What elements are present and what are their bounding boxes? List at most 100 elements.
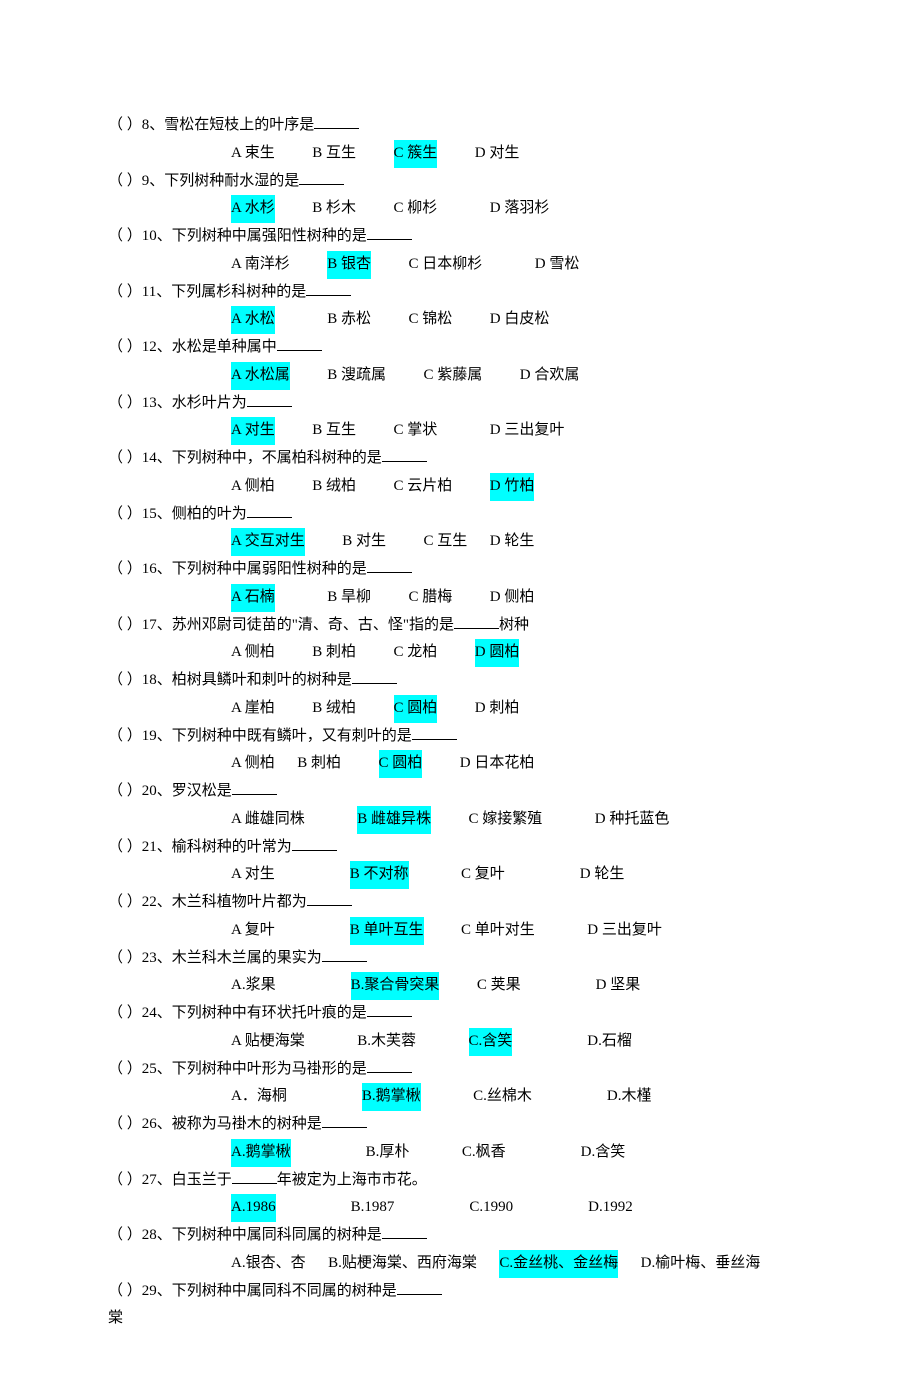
question-text-13: （ ）13、水杉叶片为	[108, 390, 828, 418]
option-B: B 赤松	[327, 306, 371, 334]
option-A: A.1986	[231, 1194, 276, 1222]
question-24: （ ）24、下列树种中有环状托叶痕的是A 贴梗海棠B.木芙蓉C.含笑D.石榴	[108, 1000, 828, 1056]
question-text-14: （ ）14、下列树种中，不属柏科树种的是	[108, 445, 828, 473]
option-B: B 刺柏	[312, 639, 356, 667]
blank	[382, 448, 427, 463]
option-D: D 轮生	[490, 528, 535, 556]
question-8: （ ）8、雪松在短枝上的叶序是A 束生B 互生C 簇生D 对生	[108, 112, 828, 168]
option-C: C 单叶对生	[461, 917, 535, 945]
question-9: （ ）9、下列树种耐水湿的是A 水杉B 杉木C 柳杉D 落羽杉	[108, 168, 828, 224]
question-number: 14、	[142, 450, 172, 466]
question-15: （ ）15、侧柏的叶为A 交互对生B 对生C 互生D 轮生	[108, 501, 828, 557]
option-B: B.木芙蓉	[357, 1028, 416, 1056]
answer-paren: （ ）	[108, 501, 142, 529]
option-A: A 石楠	[231, 584, 275, 612]
question-number: 23、	[142, 950, 172, 966]
options-row: A.浆果B.聚合骨突果C 荚果D 坚果	[108, 972, 828, 1000]
question-12: （ ）12、水松是单种属中A 水松属B 溲疏属C 紫藤属D 合欢属	[108, 334, 828, 390]
option-A: A 水杉	[231, 195, 275, 223]
question-text-28: （ ）28、下列树种中属同科同属的树种是	[108, 1222, 828, 1250]
option-A: A 水松	[231, 306, 275, 334]
option-C: C 柳杉	[394, 195, 438, 223]
question-text-17: （ ）17、苏州邓尉司徒苗的"清、奇、古、怪"指的是树种	[108, 612, 828, 640]
option-C: C 圆柏	[379, 750, 423, 778]
options-row: A 侧柏B 刺柏C 龙柏D 圆柏	[108, 639, 828, 667]
option-D: D 对生	[475, 140, 520, 168]
option-A: A 崖柏	[231, 695, 275, 723]
option-C: C.1990	[469, 1194, 513, 1222]
question-stem: 下列树种中属同科同属的树种是	[172, 1227, 382, 1243]
question-number: 21、	[142, 839, 172, 855]
answer-paren: （ ）	[108, 112, 142, 140]
question-number: 11、	[142, 284, 171, 300]
answer-paren: （ ）	[108, 334, 142, 362]
question-tail: 树种	[499, 617, 529, 633]
question-21: （ ）21、榆科树种的叶常为A 对生B 不对称C 复叶D 轮生	[108, 834, 828, 890]
question-text-20: （ ）20、罗汉松是	[108, 778, 828, 806]
option-C: C 荚果	[477, 972, 521, 1000]
blank	[322, 947, 367, 962]
options-row: A 束生B 互生C 簇生D 对生	[108, 140, 828, 168]
options-row: A.鹅掌楸B.厚朴C.枫香D.含笑	[108, 1139, 828, 1167]
answer-paren: （ ）	[108, 445, 142, 473]
question-text-19: （ ）19、下列树种中既有鳞叶，又有刺叶的是	[108, 723, 828, 751]
question-number: 22、	[142, 894, 172, 910]
blank	[307, 892, 352, 907]
option-B: B 雌雄异株	[357, 806, 431, 834]
answer-paren: （ ）	[108, 1278, 142, 1306]
blank	[322, 1114, 367, 1129]
option-B: B 互生	[312, 417, 356, 445]
option-A: A 雌雄同株	[231, 806, 305, 834]
question-stem: 下列树种中属强阳性树种的是	[172, 228, 367, 244]
option-C: C 锦松	[409, 306, 453, 334]
question-text-23: （ ）23、木兰科木兰属的果实为	[108, 945, 828, 973]
blank	[367, 1058, 412, 1073]
question-19: （ ）19、下列树种中既有鳞叶，又有刺叶的是A 侧柏B 刺柏C 圆柏D 日本花柏	[108, 723, 828, 779]
answer-paren: （ ）	[108, 834, 142, 862]
answer-paren: （ ）	[108, 1167, 142, 1195]
question-text-26: （ ）26、被称为马褂木的树种是	[108, 1111, 828, 1139]
options-row: A 侧柏B 绒柏C 云片柏D 竹柏	[108, 473, 828, 501]
question-text-27: （ ）27、白玉兰于年被定为上海市市花。	[108, 1167, 828, 1195]
question-text-18: （ ）18、柏树具鳞叶和刺叶的树种是	[108, 667, 828, 695]
question-26: （ ）26、被称为马褂木的树种是A.鹅掌楸B.厚朴C.枫香D.含笑	[108, 1111, 828, 1167]
options-row: A 雌雄同株B 雌雄异株C 嫁接繁殖D 种托蓝色	[108, 806, 828, 834]
option-C: C 龙柏	[394, 639, 438, 667]
option-C: C 云片柏	[394, 473, 453, 501]
option-C: C 复叶	[461, 861, 505, 889]
option-B: B.聚合骨突果	[351, 972, 440, 1000]
blank	[412, 725, 457, 740]
option-B: B 不对称	[350, 861, 409, 889]
options-row: A 水杉B 杉木C 柳杉D 落羽杉	[108, 195, 828, 223]
option-A: A 对生	[231, 417, 275, 445]
question-stem: 下列属杉科树种的是	[171, 284, 306, 300]
option-B: B.贴梗海棠、西府海棠	[328, 1250, 477, 1278]
question-10: （ ）10、下列树种中属强阳性树种的是A 南洋杉B 银杏C 日本柳杉D 雪松	[108, 223, 828, 279]
option-A: A 侧柏	[231, 750, 275, 778]
blank	[292, 836, 337, 851]
answer-paren: （ ）	[108, 1000, 142, 1028]
option-B: B 溲疏属	[327, 362, 386, 390]
option-D: D.含笑	[581, 1139, 626, 1167]
option-C: C 圆柏	[394, 695, 438, 723]
option-D: D 三出复叶	[587, 917, 662, 945]
option-A: A 复叶	[231, 917, 275, 945]
options-row: A.银杏、杏B.贴梗海棠、西府海棠C.金丝桃、金丝梅D.榆叶梅、垂丝海	[108, 1250, 828, 1278]
question-27: （ ）27、白玉兰于年被定为上海市市花。A.1986B.1987C.1990D.…	[108, 1167, 828, 1223]
option-C: C 簇生	[394, 140, 438, 168]
question-stem: 水杉叶片为	[172, 395, 247, 411]
option-D: D.石榴	[587, 1028, 632, 1056]
blank	[232, 781, 277, 796]
option-B: B 互生	[312, 140, 356, 168]
option-A: A 对生	[231, 861, 275, 889]
answer-paren: （ ）	[108, 556, 142, 584]
option-B: B.鹅掌楸	[362, 1083, 421, 1111]
question-number: 18、	[142, 672, 172, 688]
option-A: A.鹅掌楸	[231, 1139, 291, 1167]
question-stem: 苏州邓尉司徒苗的"清、奇、古、怪"指的是	[172, 617, 454, 633]
answer-paren: （ ）	[108, 279, 142, 307]
answer-paren: （ ）	[108, 889, 142, 917]
option-D: D 竹柏	[490, 473, 535, 501]
option-B: B 刺柏	[297, 750, 341, 778]
question-stem: 白玉兰于	[172, 1172, 232, 1188]
